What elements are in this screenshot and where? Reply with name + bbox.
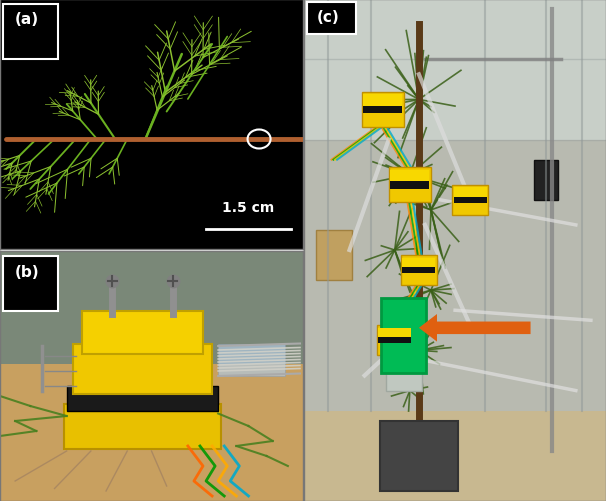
FancyBboxPatch shape — [64, 404, 221, 448]
FancyBboxPatch shape — [362, 93, 404, 128]
FancyBboxPatch shape — [304, 0, 606, 140]
FancyBboxPatch shape — [316, 230, 353, 281]
FancyBboxPatch shape — [363, 95, 402, 107]
FancyBboxPatch shape — [390, 181, 430, 189]
FancyBboxPatch shape — [533, 160, 558, 200]
FancyBboxPatch shape — [378, 338, 411, 344]
FancyBboxPatch shape — [454, 197, 487, 203]
FancyBboxPatch shape — [307, 3, 356, 35]
Text: (b): (b) — [15, 264, 40, 279]
FancyBboxPatch shape — [390, 170, 430, 182]
FancyArrow shape — [419, 315, 531, 342]
FancyBboxPatch shape — [377, 326, 413, 356]
Text: (a): (a) — [15, 13, 39, 28]
FancyBboxPatch shape — [218, 344, 285, 376]
FancyBboxPatch shape — [73, 344, 212, 394]
Text: (c): (c) — [316, 10, 339, 25]
FancyBboxPatch shape — [304, 411, 606, 501]
FancyBboxPatch shape — [402, 258, 436, 268]
FancyBboxPatch shape — [385, 361, 422, 391]
FancyBboxPatch shape — [378, 328, 411, 338]
FancyBboxPatch shape — [388, 168, 431, 203]
FancyBboxPatch shape — [3, 257, 58, 312]
Text: 1.5 cm: 1.5 cm — [222, 200, 275, 214]
FancyBboxPatch shape — [379, 421, 458, 491]
FancyBboxPatch shape — [363, 106, 402, 114]
FancyBboxPatch shape — [402, 268, 436, 274]
FancyBboxPatch shape — [381, 298, 427, 373]
FancyBboxPatch shape — [67, 386, 218, 411]
FancyBboxPatch shape — [454, 188, 487, 197]
FancyBboxPatch shape — [82, 312, 203, 354]
FancyBboxPatch shape — [3, 5, 58, 60]
FancyBboxPatch shape — [452, 185, 488, 215]
FancyBboxPatch shape — [401, 256, 437, 286]
FancyBboxPatch shape — [0, 252, 303, 364]
